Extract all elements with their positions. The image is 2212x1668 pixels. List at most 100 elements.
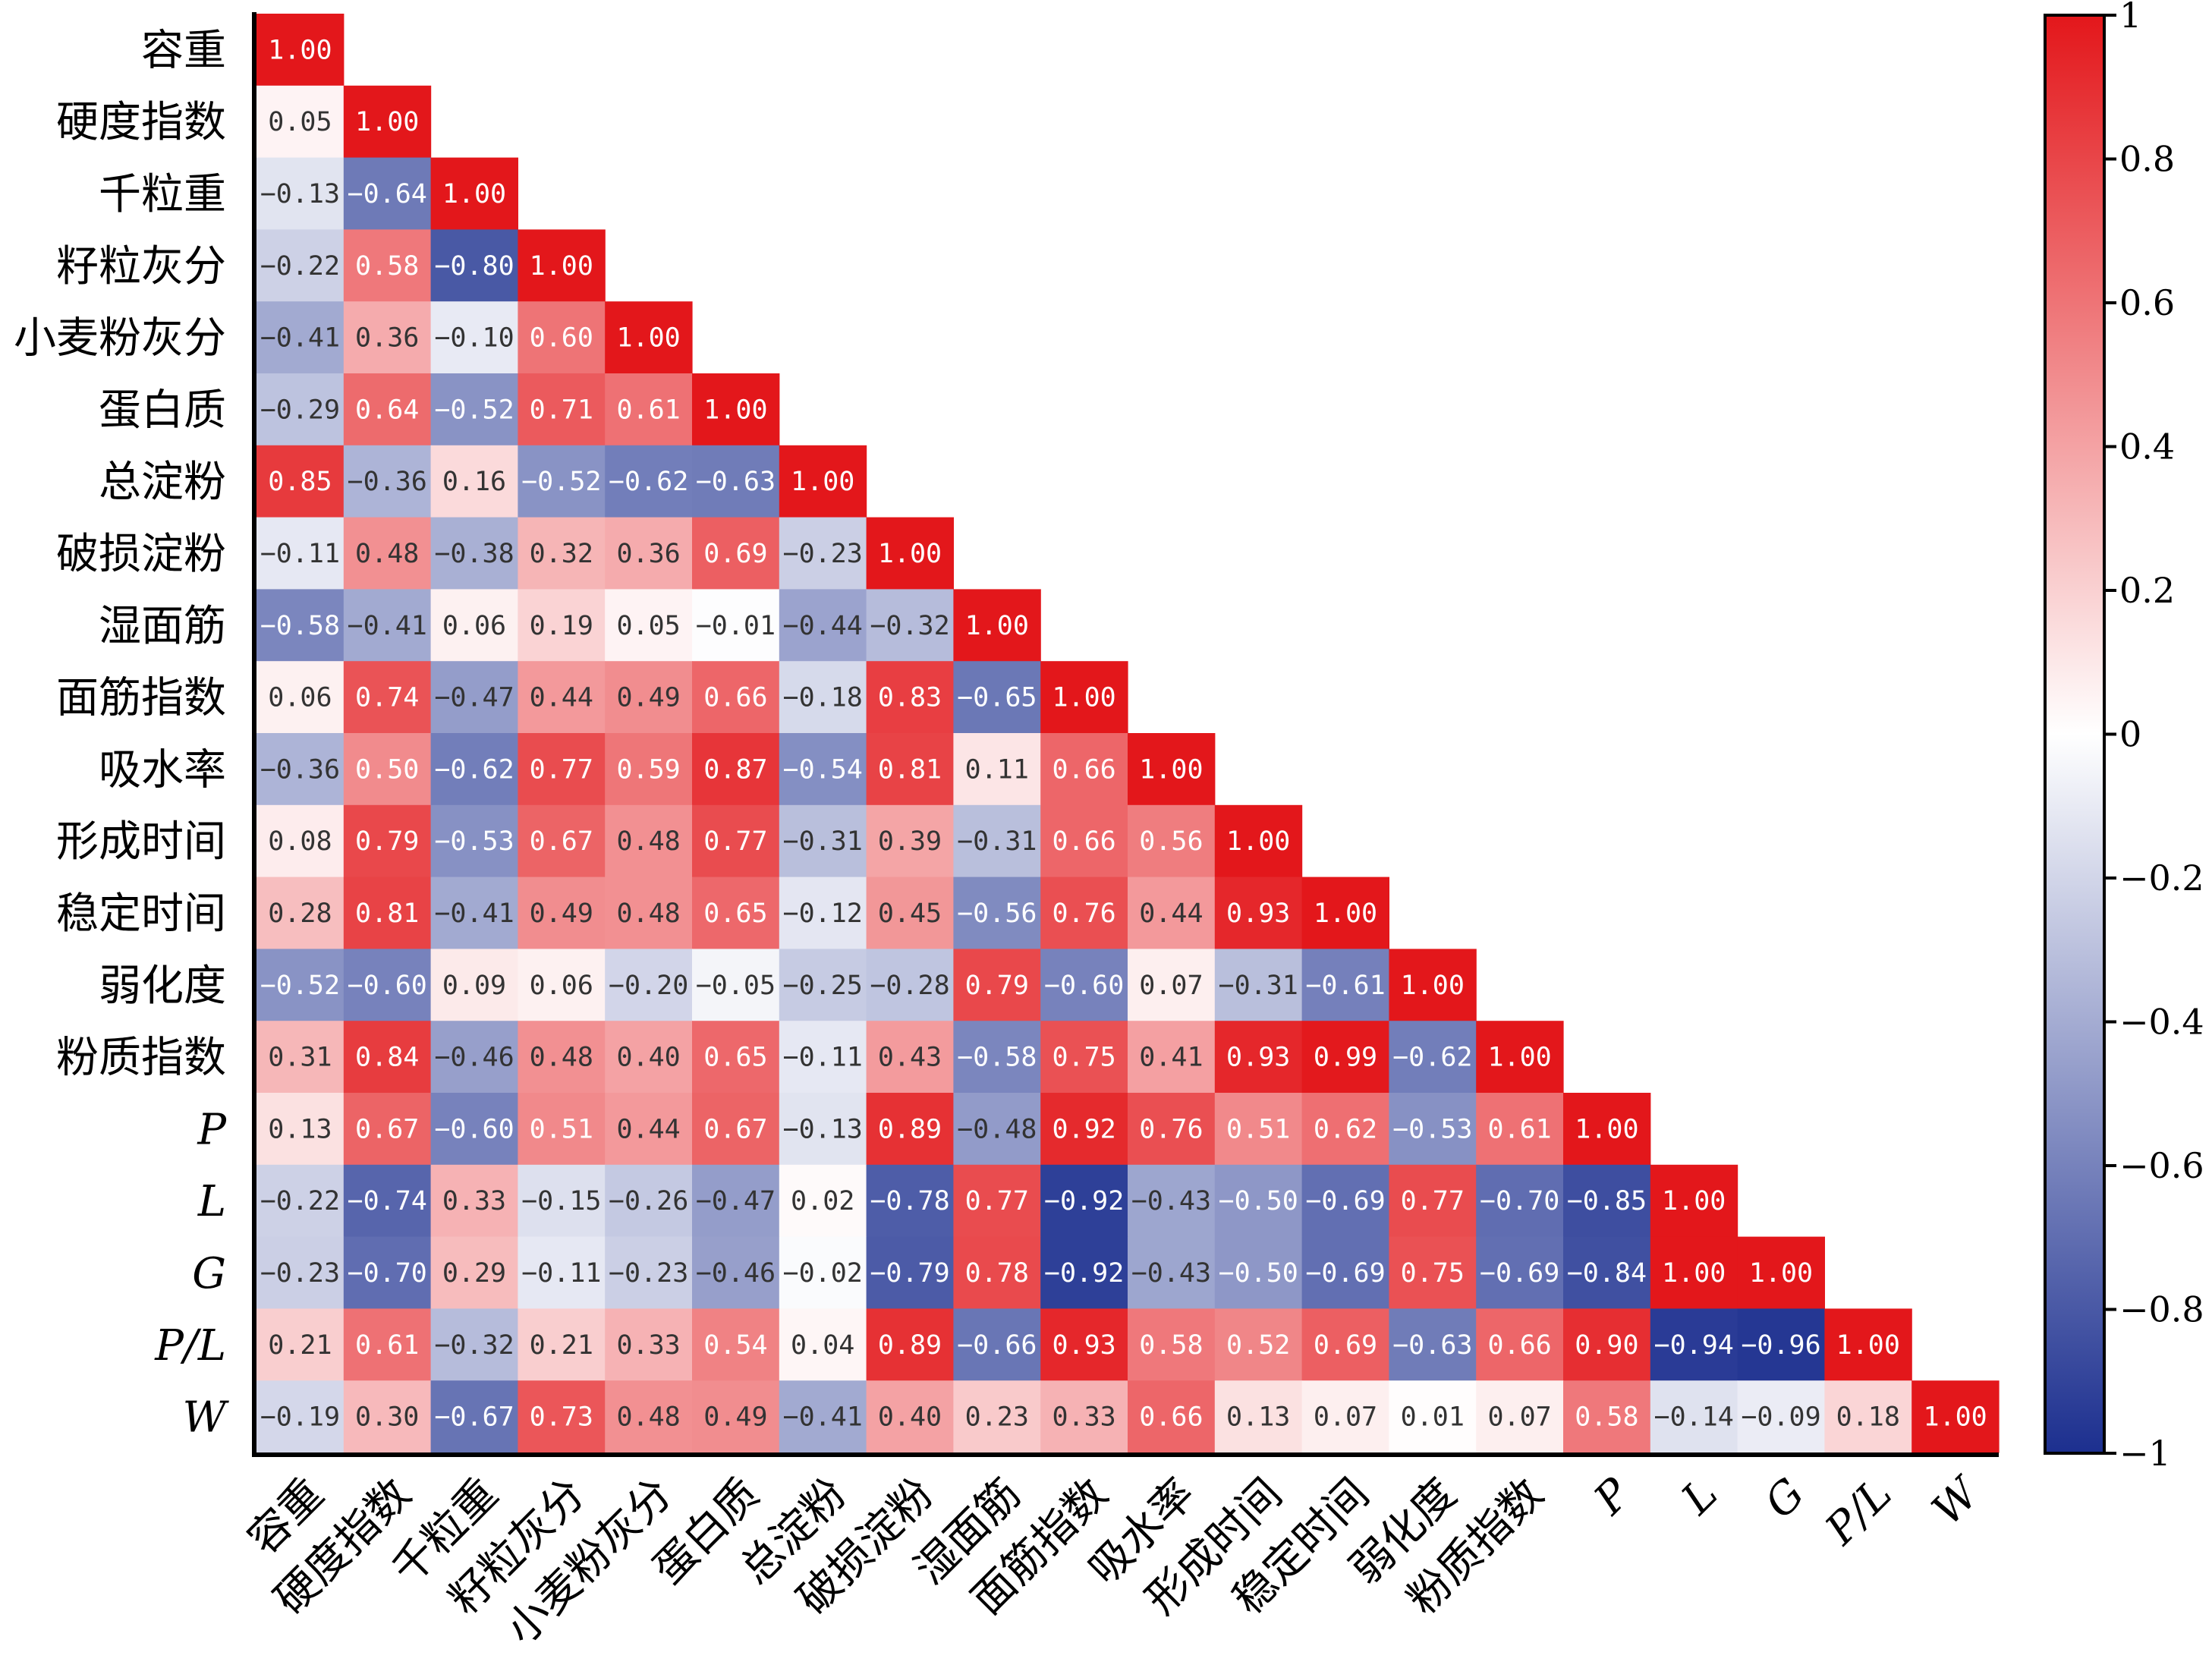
heatmap-cell [1214,876,1303,949]
cell-value-label: 0.19 [530,611,593,641]
heatmap-cell [256,661,345,734]
heatmap-axes [252,12,1999,1457]
cell-value-label: −0.32 [434,1330,514,1361]
cell-value-label: 0.48 [616,826,680,857]
cell-value-label: 0.81 [878,754,942,785]
colorbar-tick-label: 1 [2119,0,2141,36]
heatmap-cell [256,373,345,446]
cell-value-label: 0.61 [355,1330,419,1361]
heatmap-cell [953,949,1041,1021]
cell-value-label: −0.29 [260,395,340,425]
cell-value-label: 0.93 [1226,1043,1290,1073]
cell-value-label: −0.66 [957,1330,1037,1361]
colorbar-tick-label: −0.4 [2119,1002,2204,1043]
heatmap-cell [1214,804,1303,878]
cell-value-label: −0.23 [260,1258,340,1289]
cell-value-label: 1.00 [530,251,593,282]
colorbar-tick-label: 0 [2119,714,2141,755]
heatmap-cell [605,517,693,590]
cell-value-label: −0.25 [783,971,863,1001]
heatmap-cell [343,1308,432,1381]
cell-value-label: −0.41 [260,323,340,354]
colorbar-tick-label: −0.8 [2119,1289,2204,1330]
heatmap-cell [518,661,606,734]
cell-value-label: −0.78 [870,1186,949,1216]
heatmap-cell [343,1380,432,1453]
heatmap-cell [1214,1021,1303,1094]
cell-value-label: 1.00 [703,395,767,425]
cell-value-label: −0.50 [1219,1258,1298,1289]
heatmap-cell [518,876,606,949]
heatmap-cell [866,517,954,590]
heatmap-cell [1040,733,1128,806]
cell-value-label: 0.48 [616,899,680,929]
heatmap-cell [779,949,867,1021]
cell-value-label: 0.06 [442,611,506,641]
cell-value-label: 0.18 [1836,1402,1900,1433]
heatmap-cell [866,661,954,734]
heatmap-cell [866,1308,954,1381]
cell-value-label: −0.26 [609,1186,688,1216]
cell-value-label: −0.64 [348,179,427,209]
heatmap-cell [1389,1308,1477,1381]
cell-value-label: −0.84 [1567,1258,1647,1289]
heatmap-cell [1824,1380,1912,1453]
heatmap-cell [343,1236,432,1309]
heatmap-cell [430,157,518,230]
cell-value-label: −0.36 [260,754,340,785]
heatmap-cell [605,949,693,1021]
cell-value-label: −0.36 [348,467,427,497]
cell-value-label: −0.62 [609,467,688,497]
cell-value-label: 0.61 [616,395,680,425]
cell-value-label: 1.00 [1662,1258,1726,1289]
heatmap-cell [1476,1021,1564,1094]
cell-value-label: 0.36 [355,323,419,354]
cell-value-label: 0.06 [268,683,332,713]
heatmap-cell [779,1093,867,1166]
heatmap-cell [692,1380,780,1453]
cell-value-label: −0.11 [260,539,340,569]
heatmap-cell [256,1380,345,1453]
cell-value-label: 0.75 [1401,1258,1465,1289]
cell-value-label: 0.16 [442,467,506,497]
heatmap-cell [692,1164,780,1238]
cell-value-label: −0.62 [1392,1043,1472,1073]
heatmap-cell [1563,1308,1651,1381]
heatmap-cell [1128,1236,1216,1309]
cell-value-label: 0.21 [530,1330,593,1361]
heatmap-cell [1214,1308,1303,1381]
cell-value-label: 0.05 [268,107,332,137]
cell-value-label: 0.11 [965,754,1029,785]
heatmap-cell [1563,1164,1651,1238]
heatmap-cell [430,517,518,590]
heatmap-cell [866,589,954,662]
cell-value-label: −0.20 [609,971,688,1001]
cell-value-label: −0.13 [783,1114,863,1144]
heatmap-cell [1214,1380,1303,1453]
cell-value-label: 0.66 [1052,826,1115,857]
cell-value-label: −0.15 [521,1186,601,1216]
heatmap-cell [518,1236,606,1309]
heatmap-cell [779,661,867,734]
cell-value-label: −0.53 [434,826,514,857]
heatmap-cell [430,733,518,806]
cell-value-label: −0.52 [260,971,340,1001]
cell-value-label: 0.77 [703,826,767,857]
heatmap-cell [605,1164,693,1238]
colorbar-tick-label: −0.6 [2119,1145,2204,1186]
cell-value-label: 0.93 [1052,1330,1115,1361]
cell-value-label: −0.23 [609,1258,688,1289]
heatmap-cell [430,804,518,878]
heatmap-cell [866,1093,954,1166]
row-label: G [192,1249,226,1298]
heatmap-cell [430,1164,518,1238]
heatmap-cell [1128,1021,1216,1094]
cell-value-label: 0.56 [1139,826,1203,857]
heatmap-cell [1650,1308,1738,1381]
cell-value-label: −0.22 [260,1186,340,1216]
cell-value-label: −0.18 [783,683,863,713]
heatmap-cell [1040,804,1128,878]
heatmap-cell [343,876,432,949]
heatmap-cell [1389,1236,1477,1309]
cell-value-label: 0.40 [878,1402,942,1433]
